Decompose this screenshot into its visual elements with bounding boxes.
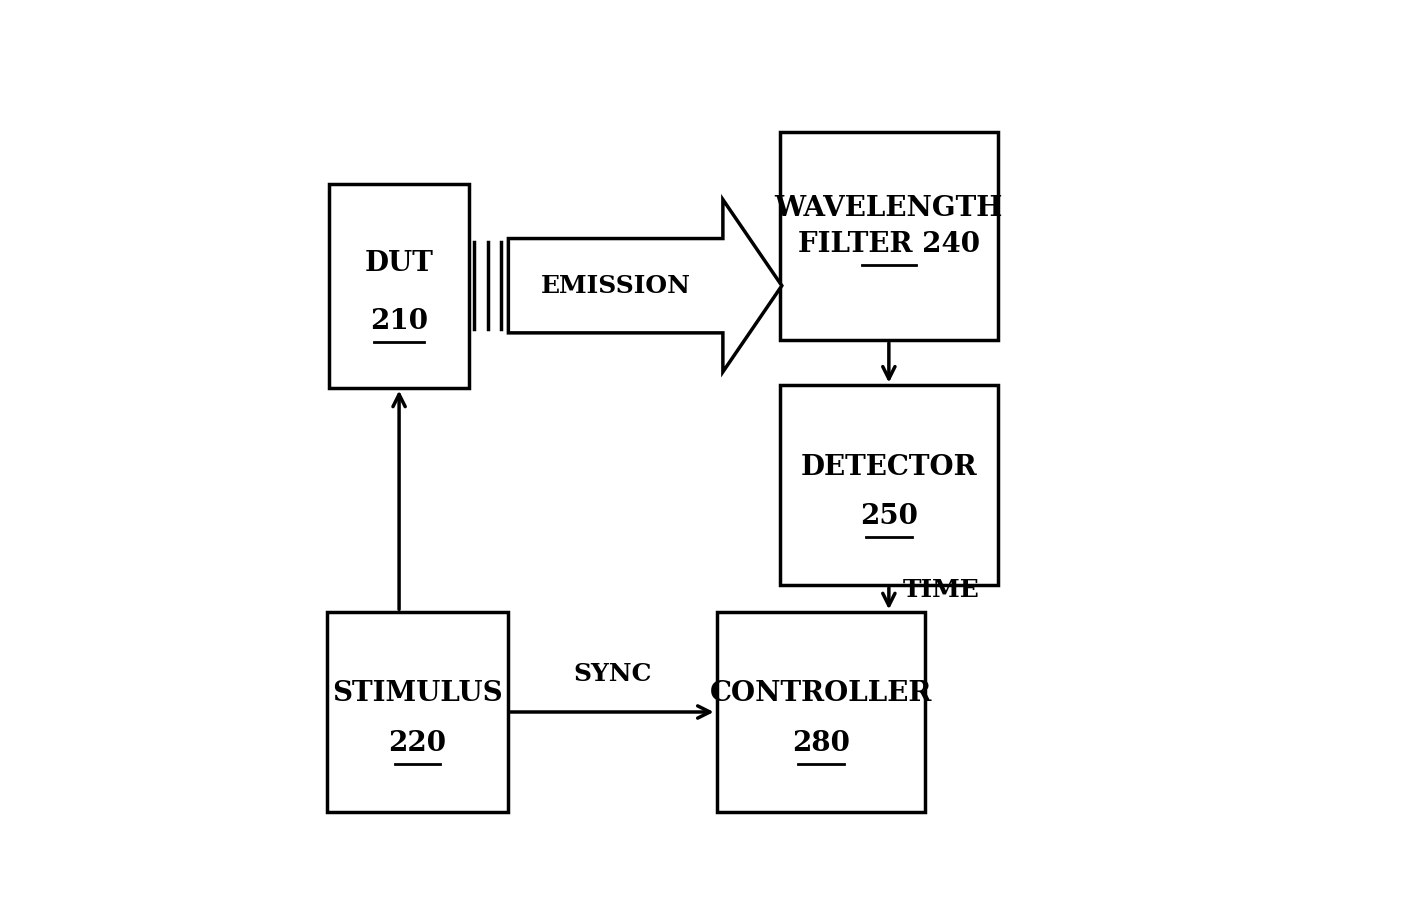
Text: FILTER 240: FILTER 240 [797,231,980,258]
Text: 220: 220 [389,730,446,757]
Text: TIME: TIME [903,578,980,601]
Text: DUT: DUT [365,249,433,277]
Polygon shape [508,200,782,372]
Text: 280: 280 [792,730,850,757]
Text: DETECTOR: DETECTOR [800,454,977,481]
Text: WAVELENGTH: WAVELENGTH [775,195,1002,222]
Bar [780,132,998,340]
Text: CONTROLLER: CONTROLLER [709,680,933,707]
Text: STIMULUS: STIMULUS [332,680,503,707]
Text: 210: 210 [370,308,429,336]
Text: SYNC: SYNC [572,662,652,686]
Bar [329,183,470,387]
Bar [780,385,998,585]
Bar [326,612,508,812]
Text: EMISSION: EMISSION [541,274,691,297]
Bar [716,612,926,812]
Text: 250: 250 [860,503,918,531]
